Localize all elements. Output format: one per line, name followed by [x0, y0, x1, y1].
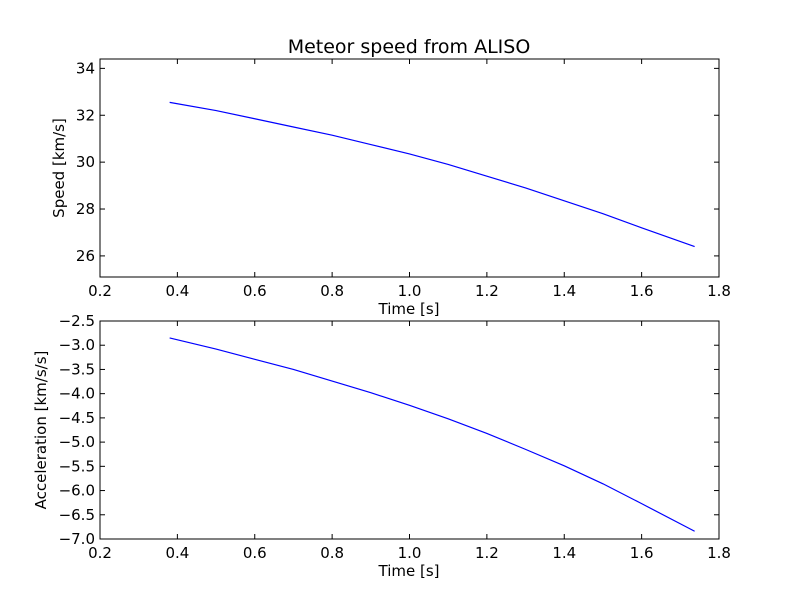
- speed-x-tick-label: 0.4: [165, 282, 189, 300]
- speed-x-tick-label: 0.2: [88, 282, 112, 300]
- acceleration-x-tick-label: 0.2: [88, 544, 112, 562]
- acceleration-y-tick-label: −5.0: [59, 433, 95, 451]
- acceleration-series-line: [169, 337, 695, 532]
- speed-x-tick-label: 1.8: [707, 282, 731, 300]
- acceleration-y-tick-label: −6.5: [59, 506, 95, 524]
- speed-x-tick-label: 1.2: [475, 282, 499, 300]
- acceleration-x-tick-label: 1.8: [707, 544, 731, 562]
- acceleration-y-tick-label: −4.5: [59, 409, 95, 427]
- speed-x-axis-label: Time [s]: [378, 300, 440, 318]
- acceleration-x-tick-label: 0.4: [165, 544, 189, 562]
- acceleration-y-tick-label: −6.0: [59, 482, 95, 500]
- acceleration-plot-area: [169, 337, 695, 532]
- speed-plot-area: [169, 101, 695, 248]
- speed-y-tick-label: 30: [76, 153, 95, 171]
- acceleration-y-tick-label: −5.5: [59, 457, 95, 475]
- speed-ticks: 0.2 0.4 0.6 0.8 1.0 1.2 1.4 1.6 1.8 26 28 30 32 34: [76, 59, 731, 300]
- speed-y-tick-label: 28: [76, 200, 95, 218]
- acceleration-y-tick-label: −3.5: [59, 360, 95, 378]
- acceleration-y-tick-label: −4.0: [59, 385, 95, 403]
- acceleration-x-tick-label: 1.2: [475, 544, 499, 562]
- chart-title: Meteor speed from ALISO: [288, 36, 531, 58]
- acceleration-x-axis-label: Time [s]: [378, 562, 440, 580]
- speed-x-tick-label: 0.6: [243, 282, 267, 300]
- acceleration-ticks: 0.2 0.4 0.6 0.8 1.0 1.2 1.4 1.6 1.8 −7.0 −6.5 −6.0 −…: [59, 312, 731, 562]
- acceleration-axes-frame: [99, 320, 720, 540]
- speed-x-tick-label: 1.6: [630, 282, 654, 300]
- acceleration-x-tick-label: 1.0: [398, 544, 422, 562]
- speed-x-tick-label: 1.4: [552, 282, 576, 300]
- speed-subplot: Meteor speed from ALISO Speed [km/s] Tim…: [50, 36, 731, 318]
- speed-y-tick-label: 26: [76, 247, 95, 265]
- speed-x-tick-label: 1.0: [398, 282, 422, 300]
- speed-y-tick-label: 32: [76, 106, 95, 124]
- acceleration-x-tick-label: 1.6: [630, 544, 654, 562]
- speed-axes-frame: [99, 58, 720, 278]
- acceleration-y-tick-label: −7.0: [59, 530, 95, 548]
- acceleration-y-axis-label: Acceleration [km/s/s]: [32, 351, 50, 510]
- speed-x-tick-label: 0.8: [320, 282, 344, 300]
- acceleration-y-tick-label: −3.0: [59, 336, 95, 354]
- speed-series-line: [169, 101, 695, 248]
- speed-y-axis-label: Speed [km/s]: [50, 118, 68, 218]
- acceleration-x-tick-label: 1.4: [552, 544, 576, 562]
- acceleration-subplot: Acceleration [km/s/s] Time [s] 0.2 0.4 0.6…: [32, 312, 731, 580]
- speed-y-tick-label: 34: [76, 59, 95, 77]
- acceleration-x-tick-label: 0.6: [243, 544, 267, 562]
- acceleration-x-tick-label: 0.8: [320, 544, 344, 562]
- acceleration-y-tick-label: −2.5: [59, 312, 95, 330]
